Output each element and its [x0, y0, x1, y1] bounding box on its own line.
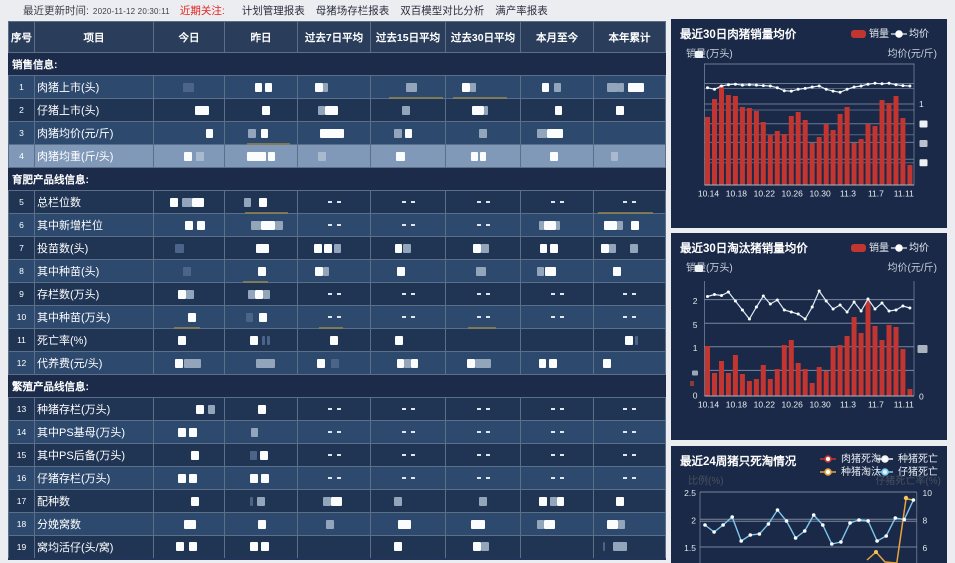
svg-text:比例(%): 比例(%) [688, 474, 724, 487]
svg-text:10.14: 10.14 [698, 400, 720, 410]
svg-text:最近30日肉猪销量均价: 最近30日肉猪销量均价 [680, 27, 797, 41]
svg-text:均价(元/斤): 均价(元/斤) [888, 48, 937, 60]
svg-text:均价(元/斤): 均价(元/斤) [888, 262, 937, 274]
svg-text:2.5: 2.5 [684, 488, 696, 498]
svg-text:仔猪死亡率(%): 仔猪死亡率(%) [875, 474, 941, 487]
svg-text:2: 2 [691, 516, 696, 526]
svg-text:1: 1 [919, 99, 924, 109]
svg-text:种猪淘汰: 种猪淘汰 [841, 465, 881, 478]
svg-text:均价: 均价 [909, 242, 929, 254]
svg-text:11.3: 11.3 [840, 189, 856, 199]
svg-text:10.26: 10.26 [782, 189, 804, 199]
svg-text:10.18: 10.18 [726, 400, 748, 410]
svg-text:1: 1 [693, 343, 698, 353]
svg-text:10.26: 10.26 [782, 400, 804, 410]
svg-text:10.30: 10.30 [809, 400, 831, 410]
svg-text:销量: 销量 [869, 27, 889, 40]
svg-text:5: 5 [693, 320, 698, 330]
svg-text:8: 8 [923, 516, 928, 526]
svg-text:销量(万头): 销量(万头) [686, 47, 733, 60]
svg-text:1.5: 1.5 [684, 543, 696, 553]
svg-text:肉猪死淘: 肉猪死淘 [841, 452, 881, 465]
svg-text:0: 0 [693, 391, 698, 401]
svg-text:种猪死亡: 种猪死亡 [898, 452, 938, 465]
svg-text:11.3: 11.3 [840, 400, 856, 410]
svg-text:6: 6 [923, 543, 928, 553]
svg-text:最近30日淘汰猪销量均价: 最近30日淘汰猪销量均价 [680, 241, 808, 255]
svg-text:最近24周猪只死淘情况: 最近24周猪只死淘情况 [680, 454, 797, 468]
svg-text:均价: 均价 [909, 28, 929, 40]
svg-text:11.7: 11.7 [868, 189, 884, 199]
svg-text:10.30: 10.30 [809, 189, 831, 199]
svg-text:10.22: 10.22 [754, 189, 776, 199]
svg-text:11.7: 11.7 [868, 400, 884, 410]
svg-text:10.18: 10.18 [726, 189, 748, 199]
svg-text:0: 0 [919, 392, 924, 402]
svg-text:10.22: 10.22 [754, 400, 776, 410]
svg-text:销量(万头): 销量(万头) [686, 261, 733, 274]
svg-text:10.14: 10.14 [698, 189, 720, 199]
svg-text:2: 2 [693, 296, 698, 306]
svg-text:11.11: 11.11 [894, 400, 914, 410]
svg-text:10: 10 [923, 488, 933, 498]
svg-text:销量: 销量 [869, 241, 889, 254]
svg-text:11.11: 11.11 [894, 189, 914, 199]
svg-text:仔猪死亡: 仔猪死亡 [898, 465, 938, 478]
